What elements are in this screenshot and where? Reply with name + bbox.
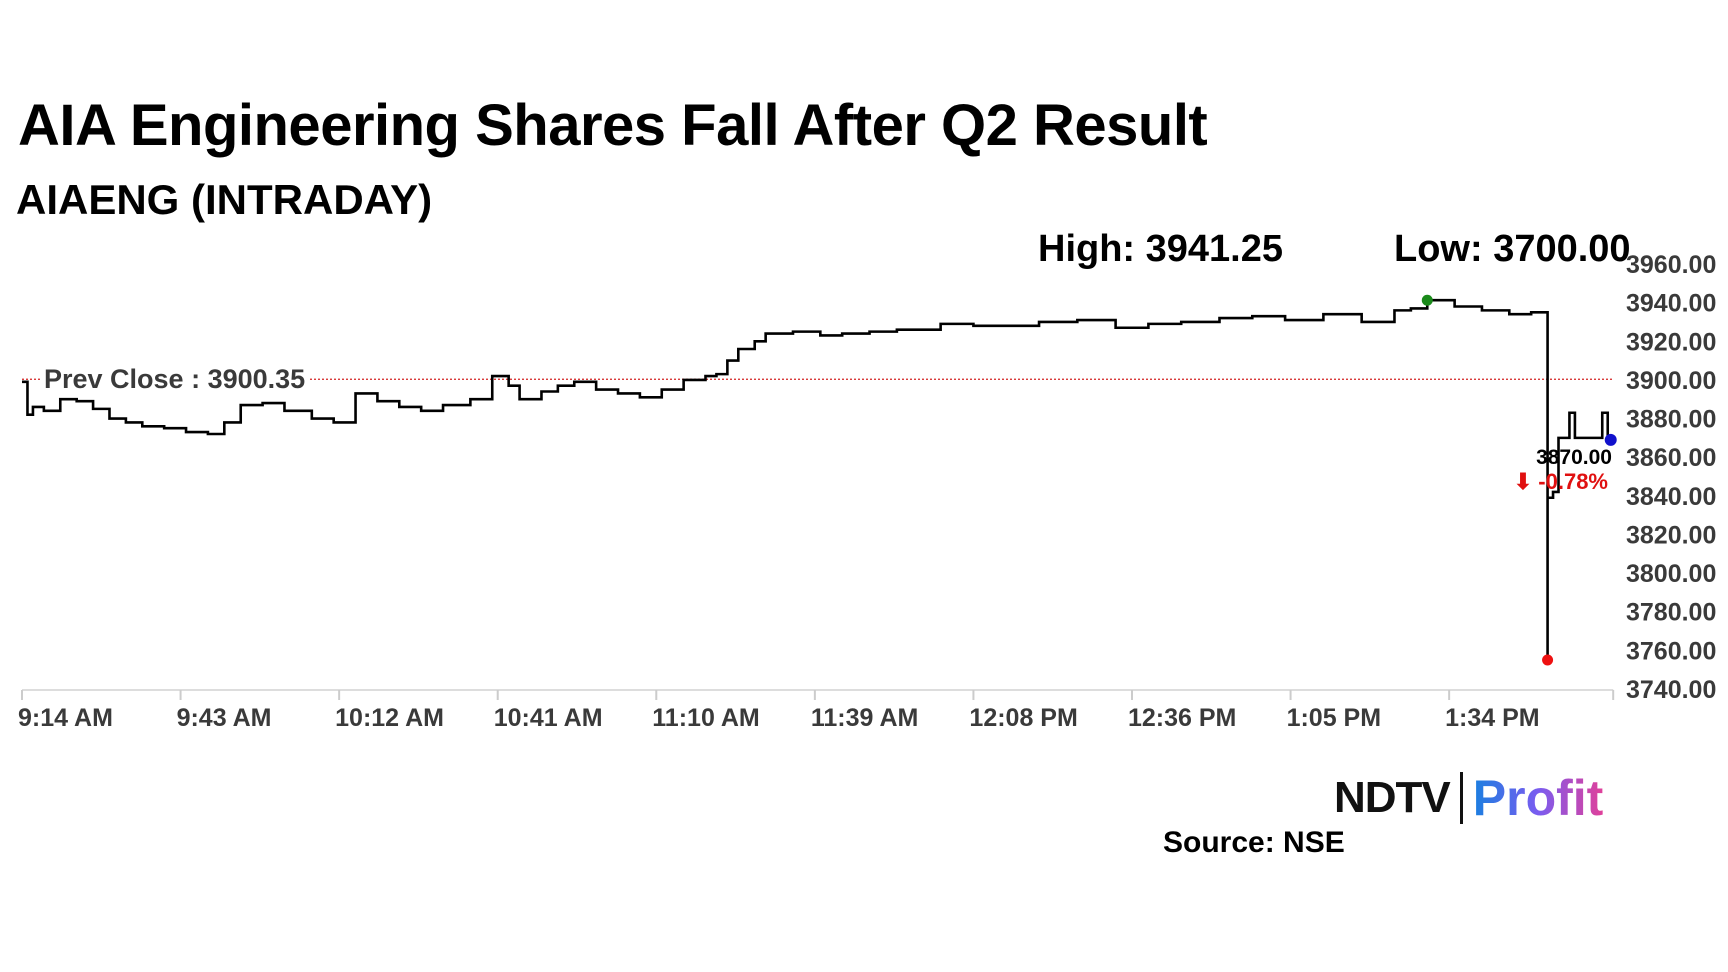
x-tick-label: 1:34 PM [1445, 704, 1539, 732]
logo-profit: Profit [1472, 770, 1604, 826]
high-label: High: 3941.25 [1038, 228, 1283, 270]
last-price-label: 3870.00 [1536, 446, 1612, 469]
y-tick-label: 3780.00 [1626, 599, 1716, 627]
intraday-chart: 3960.00 3940.00 3920.00 3900.00 3880.00 3860.… [18, 251, 1716, 732]
y-tick-label: 3880.00 [1626, 406, 1716, 434]
price-line [22, 298, 1610, 661]
y-tick-label: 3900.00 [1626, 367, 1716, 395]
x-tick-label: 12:08 PM [969, 704, 1077, 732]
y-tick-label: 3940.00 [1626, 290, 1716, 318]
source-note: Source: NSE [1163, 826, 1345, 859]
prev-close-label: Prev Close : 3900.35 [44, 364, 305, 394]
x-tick-label: 9:14 AM [18, 704, 113, 732]
y-tick-label: 3840.00 [1626, 483, 1716, 511]
y-tick-label: 3800.00 [1626, 560, 1716, 588]
change-label: ⬇ -0.78% [1514, 469, 1608, 494]
prev-close-label-bg [40, 361, 310, 396]
x-tick-label: 10:12 AM [335, 704, 444, 732]
x-tick-label: 9:43 AM [177, 704, 272, 732]
last-price-marker [1604, 433, 1617, 446]
x-tick-label: 11:10 AM [652, 704, 759, 732]
y-tick-label: 3740.00 [1626, 676, 1716, 704]
y-tick-label: 3860.00 [1626, 444, 1716, 472]
y-tick-label: 3960.00 [1626, 251, 1716, 279]
y-tick-label: 3760.00 [1626, 637, 1716, 665]
x-tick-label: 1:05 PM [1287, 704, 1381, 732]
x-tick-label: 12:36 PM [1128, 704, 1236, 732]
ndtv-profit-logo: NDTV Profit [1334, 770, 1603, 826]
x-tick-label: 10:41 AM [494, 704, 603, 732]
low-label: Low: 3700.00 [1394, 228, 1631, 270]
x-tick-label: 11:39 AM [811, 704, 918, 732]
chart-title: AIA Engineering Shares Fall After Q2 Res… [18, 93, 1208, 158]
logo-ndtv: NDTV [1334, 773, 1451, 822]
y-tick-label: 3820.00 [1626, 521, 1716, 549]
chart-subtitle: AIAENG (INTRADAY) [16, 176, 433, 223]
logo-divider [1459, 772, 1463, 824]
low-marker [1542, 654, 1554, 666]
y-tick-label: 3920.00 [1626, 328, 1716, 356]
high-marker [1421, 294, 1433, 306]
